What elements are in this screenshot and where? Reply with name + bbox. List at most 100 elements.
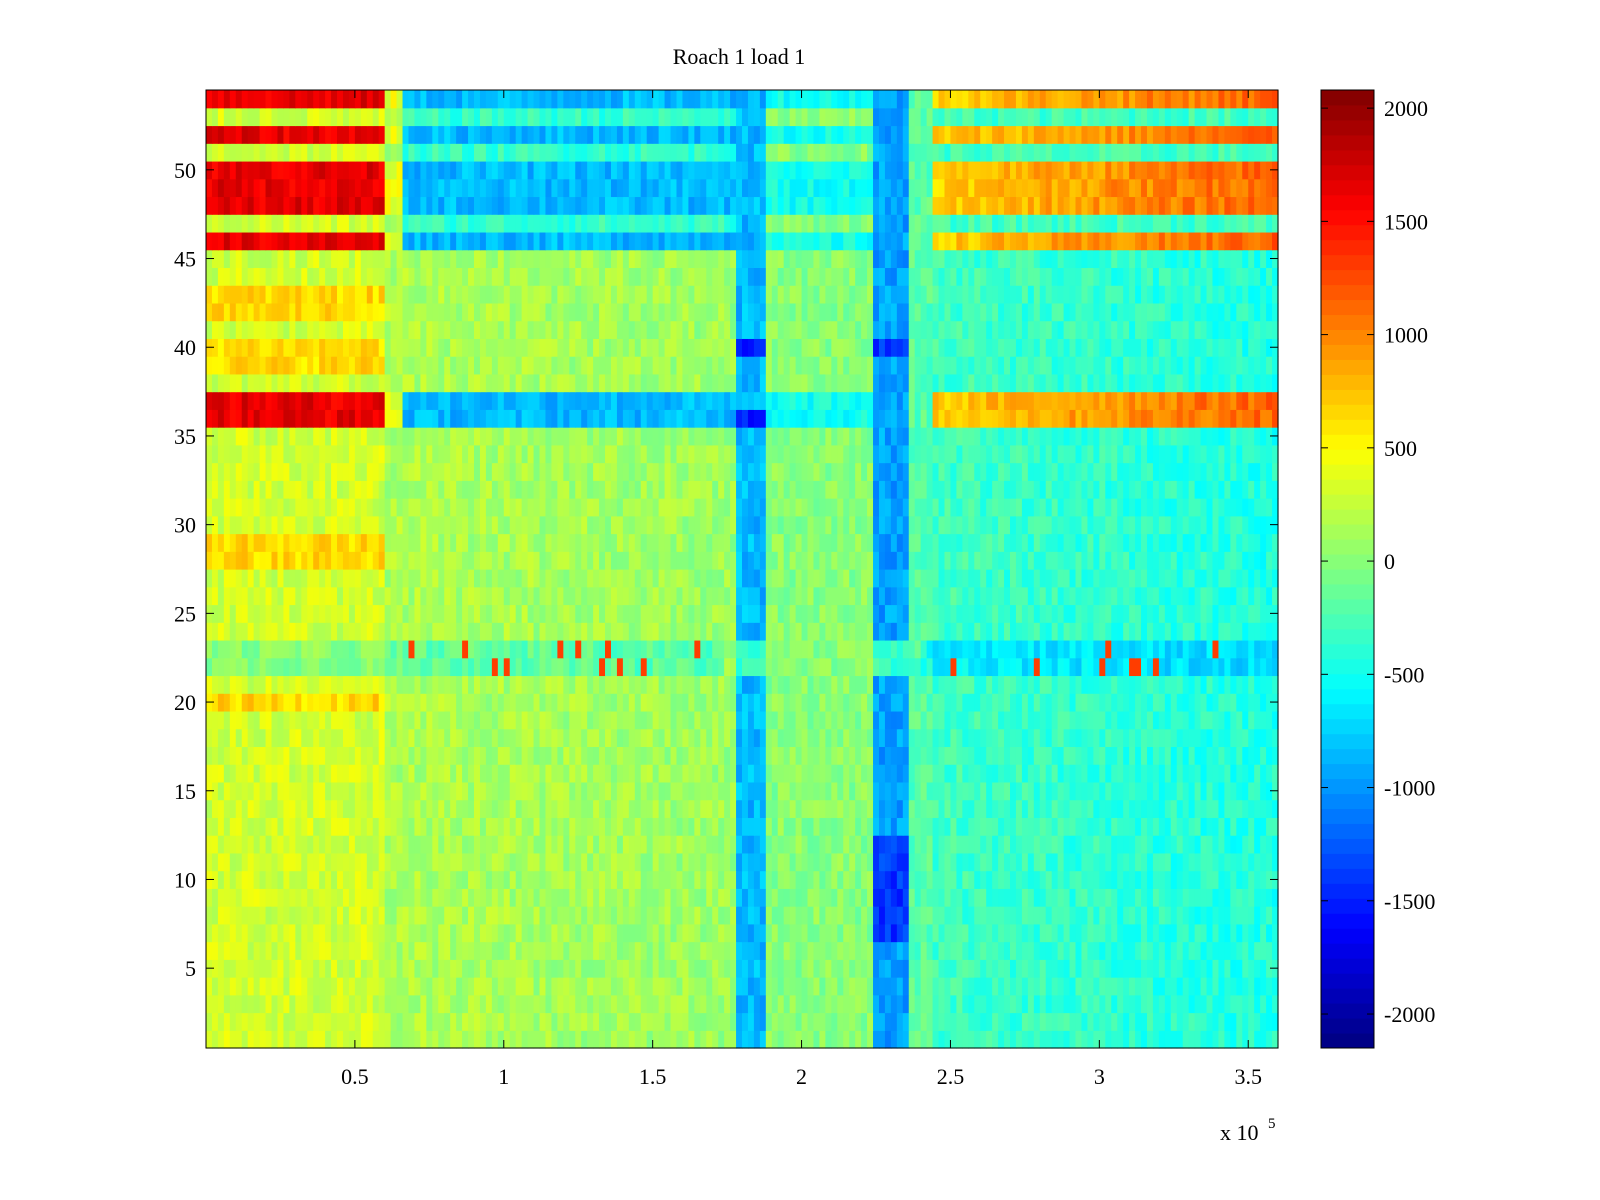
heatmap-cell [622,746,630,765]
heatmap-cell [742,906,749,925]
heatmap-cell [890,551,898,570]
heatmap-cell [1260,799,1267,818]
heatmap-cell [515,835,523,854]
heatmap-cell [1188,781,1196,801]
heatmap-cell [706,799,713,818]
heatmap-cell [521,870,529,889]
heatmap-cell [682,586,689,606]
heatmap-cell [759,639,767,659]
heatmap-cell [605,959,612,978]
heatmap-cell [1015,764,1023,783]
heatmap-cell [1015,799,1023,818]
heatmap-cell [1039,675,1047,694]
heatmap-cell [1015,835,1023,854]
heatmap-cell [414,852,421,872]
heatmap-cell [1194,994,1202,1014]
heatmap-cell [747,906,755,925]
heatmap-cell [1266,977,1273,996]
heatmap-cell [1188,941,1196,960]
heatmap-cell [533,1030,541,1049]
heatmap-cell [1260,994,1267,1014]
heatmap-cell [837,906,844,925]
heatmap-cell [646,799,654,818]
heatmap-cell [1164,657,1172,677]
heatmap-cell [605,835,612,854]
heatmap-cell [223,977,231,996]
heatmap-cell [986,977,993,996]
heatmap-cell [1027,1030,1035,1049]
heatmap-cell [896,994,904,1014]
heatmap-cell [587,941,594,960]
heatmap-cell [1218,1012,1225,1031]
heatmap-cell [587,1030,594,1049]
heatmap-cell [1170,923,1178,943]
heatmap-cell [1272,622,1279,641]
heatmap-cell [819,1030,826,1049]
heatmap-cell [396,551,404,570]
heatmap-cell [1015,746,1023,765]
heatmap-cell [1063,799,1071,818]
heatmap-cell [599,586,606,606]
heatmap-cell [688,728,695,748]
heatmap-cell [1039,746,1047,765]
heatmap-cell [837,675,844,694]
heatmap-cell [771,675,779,694]
heatmap-cell [503,746,511,765]
heatmap-cell [563,551,570,570]
heatmap-cell [902,657,910,677]
heatmap-cell [1081,586,1089,606]
heatmap-cell [890,693,898,712]
heatmap-cell [485,906,493,925]
heatmap-cell [980,799,987,818]
heatmap-cell [878,764,886,783]
heatmap-cell [992,994,999,1014]
heatmap-cell [914,1030,922,1049]
heatmap-cell [1045,994,1053,1014]
heatmap-cell [366,622,374,641]
heatmap-cell [575,870,582,889]
heatmap-cell [277,1012,285,1031]
heatmap-cell [1200,639,1208,659]
heatmap-cell [1266,835,1273,854]
heatmap-cell [360,693,368,712]
heatmap-cell [902,569,910,588]
heatmap-cell [855,817,862,836]
heatmap-cell [837,799,844,818]
heatmap-cell [890,994,898,1014]
heatmap-cell [694,923,701,943]
heatmap-cell [765,639,773,659]
heatmap-cell [253,675,261,694]
heatmap-cell [229,888,237,907]
heatmap-cell [884,888,892,907]
heatmap-cell [1045,710,1053,730]
heatmap-cell [491,835,499,854]
heatmap-cell [1057,639,1065,659]
heatmap-cell [878,675,886,694]
heatmap-cell [527,817,535,836]
heatmap-cell [515,817,523,836]
heatmap-cell [736,852,743,872]
heatmap-cell [950,923,957,943]
heatmap-cell [986,710,993,730]
heatmap-cell [896,728,904,748]
heatmap-cell [515,923,523,943]
heatmap-cell [742,888,749,907]
heatmap-cell [456,1012,463,1031]
heatmap-cell [682,764,689,783]
heatmap-cell [1224,977,1231,996]
heatmap-cell [1176,781,1184,801]
heatmap-cell [301,639,308,659]
heatmap-cell [474,746,481,765]
heatmap-cell [206,1012,213,1031]
heatmap-cell [485,710,493,730]
heatmap-cell [1170,941,1178,960]
heatmap-cell [1248,728,1255,748]
heatmap-cell [855,710,862,730]
heatmap-cell [1206,622,1214,641]
heatmap-cell [503,728,511,748]
heatmap-cell [825,817,832,836]
heatmap-cell [610,764,618,783]
heatmap-cell [652,569,660,588]
heatmap-cell [1135,959,1142,978]
heatmap-cell [456,764,463,783]
